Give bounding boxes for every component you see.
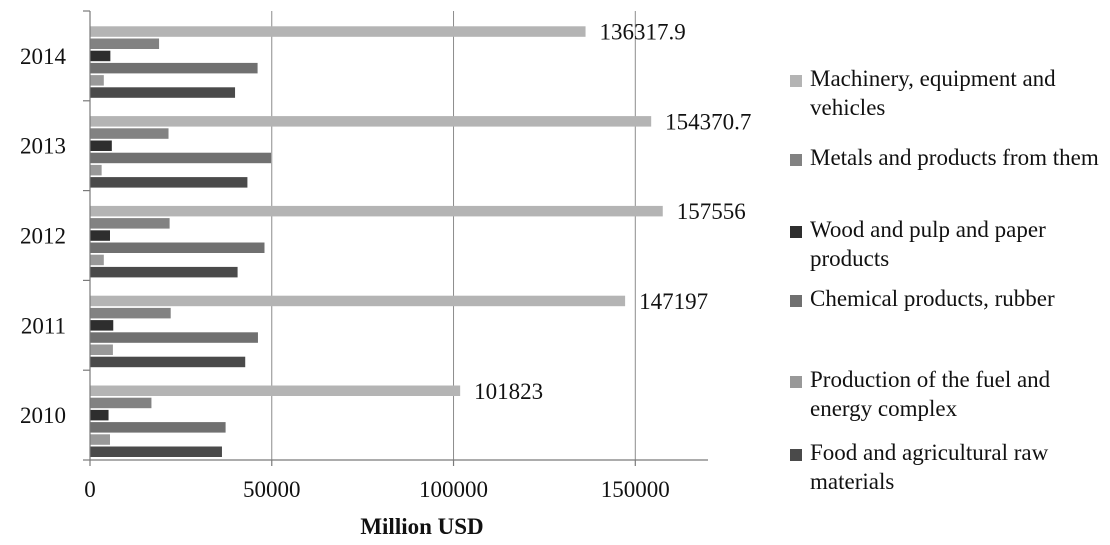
x-tick-label: 50000 [243,477,301,502]
bar [90,446,222,457]
bar [90,344,113,355]
legend-swatch [790,75,802,87]
grid-lines [271,11,636,460]
legend-label: Chemical products, rubber [810,286,1055,311]
legend-item-metals: Metals and products from them [790,143,1110,172]
bar [90,320,114,331]
legend-swatch [790,154,802,166]
data-label: 157556 [677,199,746,224]
axes [83,10,708,466]
legend-item-fuel: Production of the fuel and energy comple… [790,365,1110,423]
y-tick-label: 2010 [20,403,66,428]
bar [90,140,112,151]
data-label: 154370.7 [665,109,751,134]
bar [90,397,152,409]
legend-item-wood: Wood and pulp and paper products [790,215,1110,273]
y-tick-label: 2011 [21,313,66,338]
data-label: 147197 [639,289,708,314]
bar [90,177,248,188]
bar [90,75,104,86]
bar-chart: 0 50000 100000 150000 20102011201220132014 … [20,10,751,502]
data-labels: 101823 147197 157556 154370.7 136317.9 [474,20,751,404]
legend-label: Machinery, equipment and vehicles [810,66,1056,120]
bar [90,38,160,49]
bar [90,128,169,139]
legend-label: Production of the fuel and energy comple… [810,367,1051,421]
legend-swatch [790,226,802,238]
legend-item-food: Food and agricultural raw materials [790,438,1110,496]
x-tick-label: 0 [84,477,96,502]
bar [90,332,258,343]
legend-swatch [790,295,802,307]
bar [90,242,265,253]
y-tick-label: 2012 [20,224,66,249]
legend: Machinery, equipment and vehicles Metals… [790,0,1110,545]
bar [90,307,171,319]
x-tick-label: 150000 [601,477,670,502]
x-axis-title: Million USD [360,514,484,539]
bar [90,254,104,266]
y-tick-label: 2014 [20,44,67,69]
legend-label: Wood and pulp and paper products [810,217,1046,271]
y-tick-labels: 2010 2011 2012 2013 2014 [20,44,67,428]
bar [90,266,238,278]
bars [90,26,663,457]
bar [90,422,226,433]
bar [90,87,236,98]
bar [90,205,663,217]
bar [90,152,272,164]
bar [90,295,626,307]
bar [90,164,102,176]
bar [90,230,110,241]
legend-label: Food and agricultural raw materials [810,440,1049,494]
bar [90,385,461,396]
x-tick-label: 100000 [419,477,488,502]
legend-item-chemical: Chemical products, rubber [790,284,1110,313]
bar [90,50,111,62]
y-tick-label: 2013 [20,134,66,159]
legend-swatch [790,376,802,388]
legend-item-machinery: Machinery, equipment and vehicles [790,64,1110,122]
bar [90,26,586,37]
legend-swatch [790,449,802,461]
bar [90,116,652,127]
bar [90,62,258,74]
bar [90,356,246,368]
bar [90,409,109,421]
x-tick-labels: 0 50000 100000 150000 [84,477,670,502]
bar [90,434,110,445]
bar [90,218,170,229]
data-label: 136317.9 [600,20,686,45]
data-label: 101823 [474,379,543,404]
legend-label: Metals and products from them [810,145,1099,170]
